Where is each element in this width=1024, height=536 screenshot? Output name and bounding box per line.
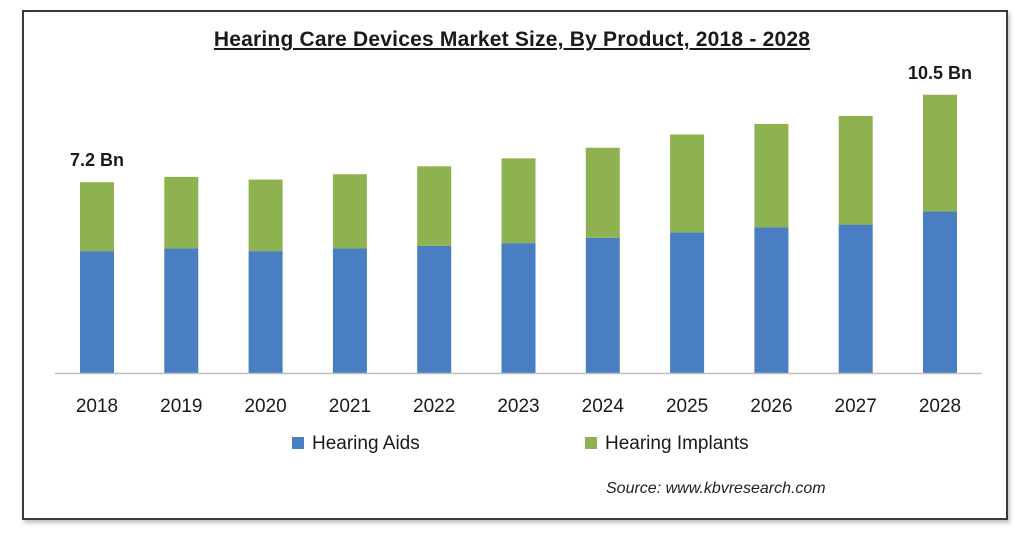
x-tick-label: 2023 xyxy=(497,396,539,417)
bar-hearing-implants-2022 xyxy=(417,166,452,246)
x-tick-label: 2019 xyxy=(160,396,202,417)
bar-hearing-aids-2021 xyxy=(332,248,367,373)
bar-hearing-implants-2020 xyxy=(248,179,283,252)
bar-hearing-implants-2027 xyxy=(838,115,873,225)
bar-hearing-implants-2025 xyxy=(670,134,705,233)
bar-hearing-aids-2019 xyxy=(164,248,199,373)
bar-hearing-aids-2024 xyxy=(585,237,620,373)
legend-swatch-hearing-implants xyxy=(585,437,597,449)
bar-hearing-aids-2025 xyxy=(670,232,705,373)
x-tick-label: 2020 xyxy=(244,396,286,417)
legend-label-hearing-aids: Hearing Aids xyxy=(312,433,420,454)
chart-title: Hearing Care Devices Market Size, By Pro… xyxy=(213,28,811,51)
bar-hearing-implants-2026 xyxy=(754,123,789,228)
x-tick-label: 2022 xyxy=(413,396,455,417)
legend-label-hearing-implants: Hearing Implants xyxy=(605,433,749,454)
bar-hearing-aids-2028 xyxy=(923,211,957,373)
x-tick-label: 2027 xyxy=(835,396,877,417)
x-tick-label: 2024 xyxy=(582,396,625,417)
bar-hearing-implants-2018 xyxy=(80,182,114,252)
x-tick-label: 2025 xyxy=(666,396,708,417)
source-note: Source: www.kbvresearch.com xyxy=(606,480,826,497)
bar-hearing-implants-2021 xyxy=(332,174,367,249)
bar-hearing-aids-2027 xyxy=(838,224,873,373)
bar-hearing-implants-2028 xyxy=(923,94,957,212)
bar-hearing-aids-2023 xyxy=(501,243,536,373)
x-tick-label: 2028 xyxy=(919,396,961,417)
x-tick-label: 2026 xyxy=(750,396,792,417)
bar-hearing-implants-2024 xyxy=(585,147,620,238)
bar-hearing-aids-2026 xyxy=(754,227,789,373)
bar-hearing-aids-2022 xyxy=(417,245,452,373)
bar-hearing-implants-2023 xyxy=(501,158,536,244)
data-label-2028: 10.5 Bn xyxy=(908,63,972,83)
x-tick-label: 2018 xyxy=(76,396,118,417)
bar-hearing-implants-2019 xyxy=(164,176,199,249)
data-label-2018: 7.2 Bn xyxy=(70,150,124,170)
bar-hearing-aids-2020 xyxy=(248,251,283,373)
bar-hearing-aids-2018 xyxy=(80,251,114,373)
legend-swatch-hearing-aids xyxy=(292,437,304,449)
x-tick-label: 2021 xyxy=(329,396,371,417)
